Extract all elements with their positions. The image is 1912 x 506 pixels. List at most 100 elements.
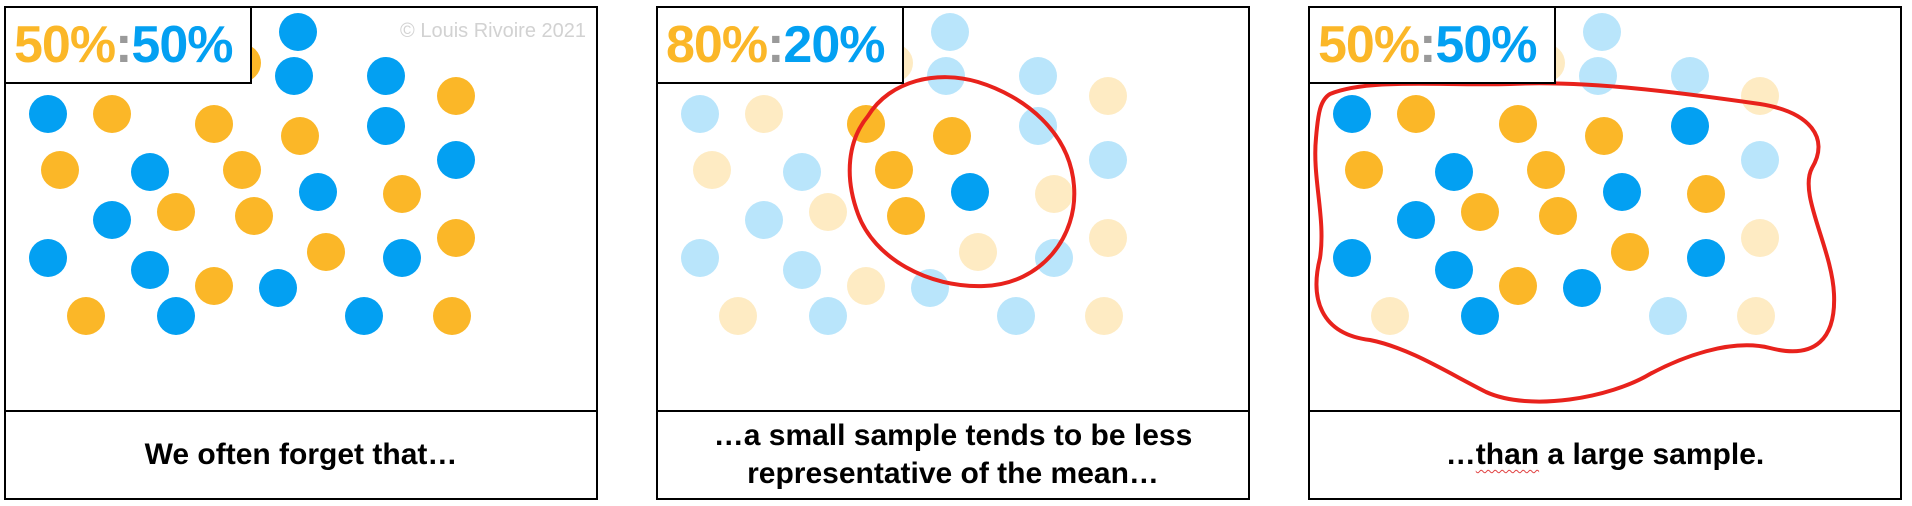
orange-dot	[157, 193, 195, 231]
orange-dot	[847, 267, 885, 305]
orange-dot	[1345, 151, 1383, 189]
blue-dot	[783, 251, 821, 289]
orange-dot	[383, 175, 421, 213]
orange-dot	[1371, 297, 1409, 335]
blue-dot	[1671, 107, 1709, 145]
caption-line-2: representative of the mean…	[747, 457, 1159, 490]
blue-dot	[1671, 57, 1709, 95]
orange-dot	[1089, 219, 1127, 257]
ratio-orange: 50%	[1318, 16, 1420, 74]
orange-dot	[1527, 151, 1565, 189]
blue-dot	[1583, 13, 1621, 51]
orange-dot	[223, 151, 261, 189]
blue-dot	[1687, 239, 1725, 277]
orange-dot	[809, 193, 847, 231]
caption: …a small sample tends to be less represe…	[658, 410, 1248, 498]
orange-dot	[719, 297, 757, 335]
blue-dot	[131, 251, 169, 289]
blue-dot	[951, 173, 989, 211]
ratio-label: 80%:20%	[656, 6, 904, 84]
blue-dot	[29, 95, 67, 133]
caption-line: …than a large sample.	[1446, 436, 1764, 474]
blue-dot	[437, 141, 475, 179]
blue-dot	[367, 107, 405, 145]
orange-dot	[1089, 77, 1127, 115]
panel-population: © Louis Rivoire 2021 50%:50% We often fo…	[4, 6, 598, 500]
blue-dot	[1019, 107, 1057, 145]
orange-dot	[437, 77, 475, 115]
orange-dot	[847, 105, 885, 143]
blue-dot	[1333, 239, 1371, 277]
orange-dot	[235, 197, 273, 235]
orange-dot	[933, 117, 971, 155]
orange-dot	[1611, 233, 1649, 271]
orange-dot	[437, 219, 475, 257]
blue-dot	[911, 269, 949, 307]
orange-dot	[1397, 95, 1435, 133]
orange-dot	[1499, 105, 1537, 143]
blue-dot	[131, 153, 169, 191]
orange-dot	[1585, 117, 1623, 155]
blue-dot	[783, 153, 821, 191]
orange-dot	[693, 151, 731, 189]
ratio-orange: 50%	[14, 16, 116, 74]
orange-dot	[93, 95, 131, 133]
blue-dot	[383, 239, 421, 277]
small-sample-outline	[847, 75, 1077, 289]
large-sample-outline	[1313, 81, 1837, 404]
ratio-separator: :	[767, 16, 784, 74]
orange-dot	[1737, 297, 1775, 335]
blue-dot	[345, 297, 383, 335]
caption: We often forget that…	[6, 410, 596, 498]
blue-dot	[1019, 57, 1057, 95]
orange-dot	[1687, 175, 1725, 213]
blue-dot	[1649, 297, 1687, 335]
caption-line-1: …a small sample tends to be less	[713, 419, 1193, 452]
panel-large-sample: 50%:50% …than a large sample.	[1308, 6, 1902, 500]
copyright-credit: © Louis Rivoire 2021	[400, 20, 586, 42]
orange-dot	[1085, 297, 1123, 335]
blue-dot	[367, 57, 405, 95]
ratio-blue: 50%	[131, 16, 233, 74]
blue-dot	[93, 201, 131, 239]
orange-dot	[1539, 197, 1577, 235]
blue-dot	[1035, 239, 1073, 277]
ratio-separator: :	[1419, 16, 1436, 74]
ratio-blue: 50%	[1435, 16, 1537, 74]
blue-dot	[1603, 173, 1641, 211]
ratio-label: 50%:50%	[4, 6, 252, 84]
caption: …than a large sample.	[1310, 410, 1900, 498]
orange-dot	[433, 297, 471, 335]
blue-dot	[931, 13, 969, 51]
panel-small-sample: 80%:20% …a small sample tends to be less…	[656, 6, 1250, 500]
orange-dot	[1035, 175, 1073, 213]
blue-dot	[157, 297, 195, 335]
orange-dot	[195, 105, 233, 143]
blue-dot	[299, 173, 337, 211]
orange-dot	[281, 117, 319, 155]
blue-dot	[745, 201, 783, 239]
orange-dot	[875, 151, 913, 189]
orange-dot	[1741, 219, 1779, 257]
orange-dot	[307, 233, 345, 271]
small-sample-dots	[681, 13, 1127, 335]
blue-dot	[997, 297, 1035, 335]
caption-underlined-word: than	[1475, 438, 1540, 471]
blue-dot	[1089, 141, 1127, 179]
ratio-label: 50%:50%	[1308, 6, 1556, 84]
blue-dot	[1333, 95, 1371, 133]
orange-dot	[67, 297, 105, 335]
blue-dot	[1563, 269, 1601, 307]
blue-dot	[1579, 57, 1617, 95]
blue-dot	[275, 57, 313, 95]
population-dots	[29, 13, 475, 335]
orange-dot	[41, 151, 79, 189]
blue-dot	[681, 239, 719, 277]
caption-ellipsis: …	[1445, 438, 1476, 471]
caption-rest: a large sample.	[1539, 438, 1765, 471]
blue-dot	[1461, 297, 1499, 335]
blue-dot	[681, 95, 719, 133]
orange-dot	[745, 95, 783, 133]
blue-dot	[29, 239, 67, 277]
blue-dot	[1397, 201, 1435, 239]
